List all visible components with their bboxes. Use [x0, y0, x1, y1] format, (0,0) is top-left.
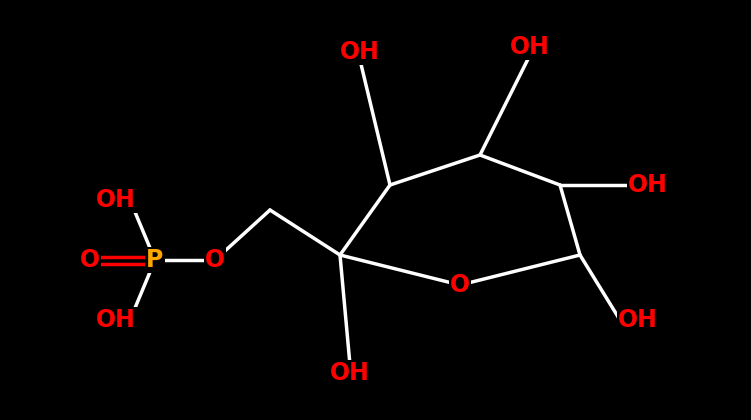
Text: OH: OH [330, 361, 370, 385]
Text: O: O [205, 248, 225, 272]
Text: OH: OH [96, 188, 136, 212]
Text: OH: OH [618, 308, 658, 332]
Text: OH: OH [340, 40, 380, 64]
Text: OH: OH [510, 35, 550, 59]
Text: O: O [450, 273, 470, 297]
Text: P: P [146, 248, 164, 272]
Text: O: O [80, 248, 100, 272]
Text: OH: OH [628, 173, 668, 197]
Text: OH: OH [96, 308, 136, 332]
